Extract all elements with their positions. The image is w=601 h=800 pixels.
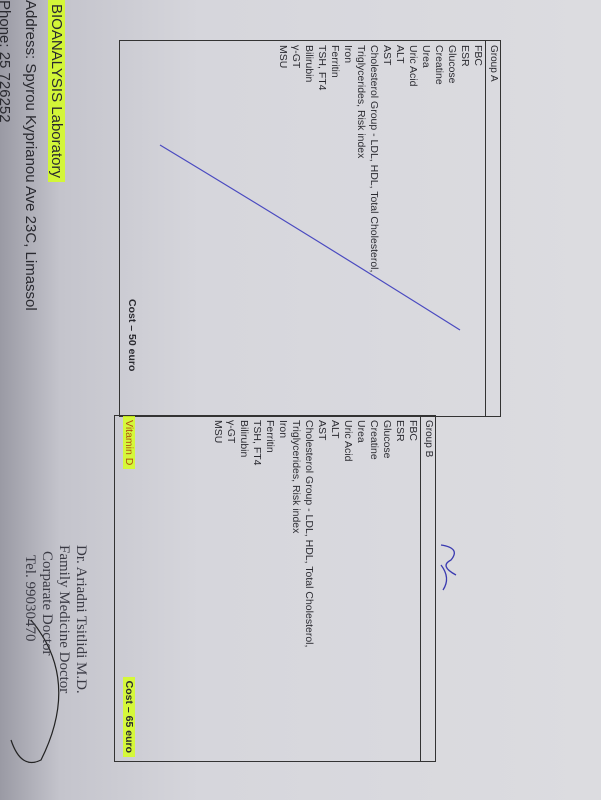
stamp-phone: Tel. 99030470 [22,555,38,642]
lab-address: Address: Spyrou Kyprianou Ave 23C, Limas… [22,0,39,311]
pen-strike-line [159,144,461,331]
lab-name-text: BIOANALYSIS Laboratory [48,0,65,182]
doctor-stamp: Dr. Ariadni Tsitlidi M.D. Family Medicin… [21,545,89,694]
lab-phone: Phone: 25 726252 [0,0,13,123]
stamp-title: Family Medicine Doctor [56,545,72,694]
stamp-role: Corparate Doctor [39,551,55,656]
lab-name: BIOANALYSIS Laboratory [48,0,65,182]
stamp-name: Dr. Ariadni Tsitlidi M.D. [73,545,89,694]
initials-signature [440,544,457,591]
stamp-signature [10,619,60,764]
